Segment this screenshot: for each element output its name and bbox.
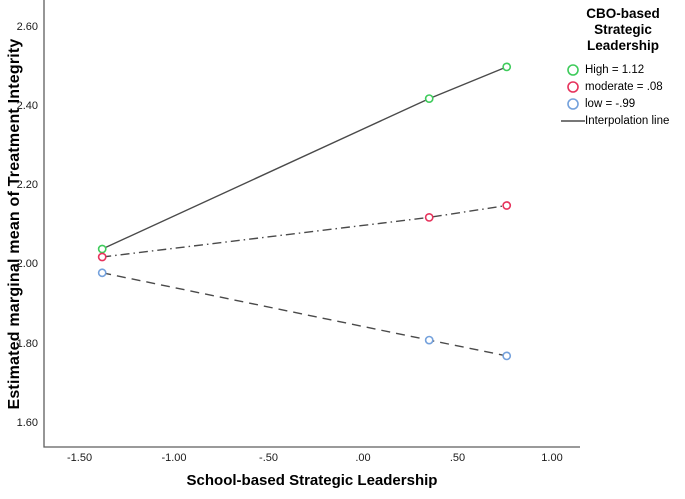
data-point-high xyxy=(97,244,107,254)
x-tick-label: -1.00 xyxy=(161,452,187,464)
legend-entry-high: High = 1.12 xyxy=(561,61,685,78)
legend-entry-label: moderate = .08 xyxy=(585,80,663,93)
legend-title-line: Strategic xyxy=(594,22,652,37)
legend-marker-high xyxy=(561,63,585,77)
legend-entry-interpolation-line: Interpolation line xyxy=(561,112,685,129)
x-tick-label: .50 xyxy=(449,452,466,464)
y-tick-label: 2.60 xyxy=(16,20,38,33)
legend-title-line: CBO-based xyxy=(586,6,660,21)
legend: CBO-based Strategic Leadership High = 1.… xyxy=(561,6,685,129)
data-point-high xyxy=(424,94,434,103)
y-tick-label: 1.60 xyxy=(16,416,38,429)
y-tick-label: 2.20 xyxy=(16,179,38,192)
legend-title: CBO-based Strategic Leadership xyxy=(561,6,685,54)
y-tick-label: 1.80 xyxy=(16,337,38,350)
x-axis-title: School-based Strategic Leadership xyxy=(186,472,438,489)
data-point-low xyxy=(424,335,434,345)
legend-entry-moderate: moderate = .08 xyxy=(561,78,685,95)
data-point-moderate xyxy=(424,212,434,222)
legend-title-line: Leadership xyxy=(586,38,660,53)
data-point-high xyxy=(502,62,512,72)
series-line-high xyxy=(101,66,507,250)
x-tick-label: -.50 xyxy=(259,452,278,464)
y-tick-label: 2.40 xyxy=(16,100,38,112)
data-point-low xyxy=(97,268,107,278)
data-point-low xyxy=(502,351,512,361)
legend-entry-label: low = -.99 xyxy=(585,97,636,110)
data-point-moderate xyxy=(97,252,107,262)
legend-entry-low: low = -.99 xyxy=(561,95,685,112)
series-line-low xyxy=(102,272,507,357)
legend-entry-label: High = 1.12 xyxy=(585,63,645,76)
legend-entry-label: Interpolation line xyxy=(585,114,670,127)
x-tick-label: -1.50 xyxy=(66,452,93,464)
data-point-moderate xyxy=(502,201,512,210)
legend-marker-low xyxy=(561,97,585,111)
legend-marker-moderate xyxy=(561,80,585,94)
series-line-moderate xyxy=(102,204,507,258)
y-tick-label: 2.00 xyxy=(16,258,38,271)
x-tick-label: 1.00 xyxy=(541,452,563,464)
legend-marker-interpolation-line xyxy=(561,116,585,126)
legend-entries: High = 1.12 moderate = .08 low = -.99 Inter… xyxy=(561,61,685,129)
x-tick-label: .00 xyxy=(355,452,371,464)
axis-lines xyxy=(43,0,580,448)
